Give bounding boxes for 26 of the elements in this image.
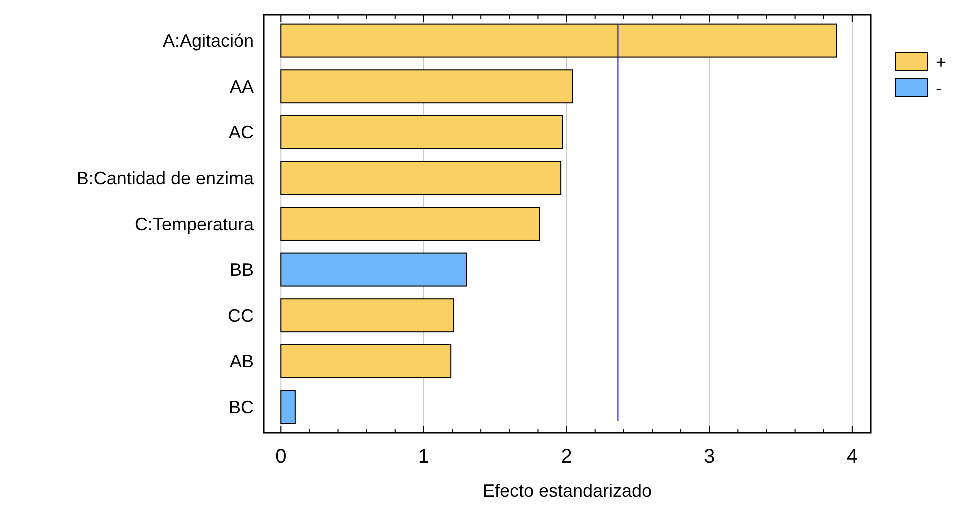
y-tick-label: BC	[228, 397, 254, 418]
x-tick-label: 4	[846, 446, 858, 468]
x-tick-label: 2	[561, 446, 572, 468]
x-tick-label: 0	[276, 446, 287, 468]
bar	[280, 344, 452, 378]
legend-label: -	[936, 78, 942, 98]
y-tick-label: AB	[230, 352, 254, 372]
y-tick-label: C:Temperatura	[134, 214, 255, 234]
bar	[280, 24, 838, 58]
legend-label: +	[936, 52, 947, 72]
y-tick-label: A:Agitación	[162, 31, 254, 52]
bar	[280, 115, 563, 150]
y-tick-label: CC	[228, 306, 254, 326]
x-tick-label: 3	[704, 446, 716, 468]
y-tick-label: BB	[230, 260, 254, 280]
y-tick-label: AC	[228, 122, 254, 143]
bar	[280, 252, 468, 287]
bar	[280, 207, 540, 241]
y-tick-label: B:Cantidad de enzima	[76, 168, 255, 189]
bar	[280, 161, 562, 196]
bar	[280, 390, 296, 424]
bar	[280, 298, 454, 333]
x-tick-label: 1	[418, 446, 430, 468]
x-axis-title: Efecto estandarizado	[482, 481, 652, 501]
bar	[280, 70, 573, 104]
y-tick-label: AA	[230, 76, 254, 97]
